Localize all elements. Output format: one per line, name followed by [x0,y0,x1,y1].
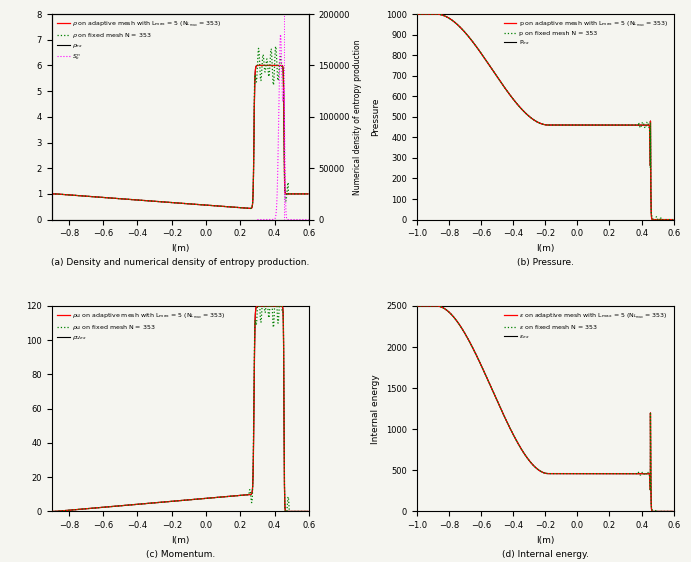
Text: (d) Internal energy.: (d) Internal energy. [502,550,589,559]
Y-axis label: Internal energy: Internal energy [372,374,381,443]
X-axis label: l(m): l(m) [536,244,554,253]
X-axis label: l(m): l(m) [171,536,189,545]
X-axis label: l(m): l(m) [171,244,189,253]
Text: (c) Momentum.: (c) Momentum. [146,550,215,559]
Legend: p on adaptive mesh with L$_\mathrm{max}$ = 5 (N$_{L_\mathrm{max}}$ = 353), p on : p on adaptive mesh with L$_\mathrm{max}$… [501,17,670,49]
Legend: $\rho$ on adaptive mesh with L$_\mathrm{max}$ = 5 (N$_{L_\mathrm{max}}$ = 353), : $\rho$ on adaptive mesh with L$_\mathrm{… [55,17,225,64]
Y-axis label: Pressure: Pressure [372,98,381,136]
Legend: $\rho$u on adaptive mesh with L$_\mathrm{max}$ = 5 (N$_{L_\mathrm{max}}$ = 353),: $\rho$u on adaptive mesh with L$_\mathrm… [55,309,228,345]
Text: (b) Pressure.: (b) Pressure. [517,258,574,267]
Legend: $\epsilon$ on adaptive mesh with L$_\mathrm{max}$ = 5 (N$_{L_\mathrm{max}}$ = 35: $\epsilon$ on adaptive mesh with L$_\mat… [502,309,670,343]
X-axis label: l(m): l(m) [536,536,554,545]
Y-axis label: Numerical density of entropy production: Numerical density of entropy production [353,39,362,194]
Text: (a) Density and numerical density of entropy production.: (a) Density and numerical density of ent… [51,258,310,267]
